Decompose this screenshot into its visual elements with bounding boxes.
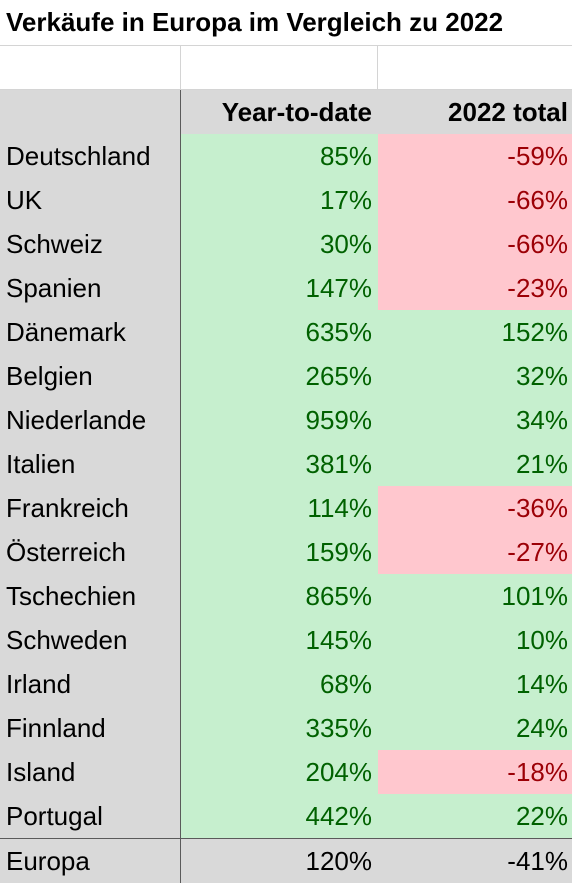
total-cell[interactable]: -66% (378, 178, 572, 222)
country-cell[interactable]: Schweden (0, 618, 181, 662)
sheet-title: Verkäufe in Europa im Vergleich zu 2022 (6, 7, 504, 37)
total-cell[interactable]: -18% (378, 750, 572, 794)
table-footer-row: Europa 120% -41% (0, 838, 572, 883)
table-row: Schweiz 30% -66% (0, 222, 572, 266)
total-cell[interactable]: 32% (378, 354, 572, 398)
ytd-cell[interactable]: 85% (181, 134, 378, 178)
table-row: Frankreich 114% -36% (0, 486, 572, 530)
country-cell[interactable]: Portugal (0, 794, 181, 838)
table-row: Österreich 159% -27% (0, 530, 572, 574)
ytd-cell[interactable]: 30% (181, 222, 378, 266)
total-cell[interactable]: 10% (378, 618, 572, 662)
footer-total[interactable]: -41% (378, 839, 572, 883)
country-cell[interactable]: Österreich (0, 530, 181, 574)
ytd-cell[interactable]: 145% (181, 618, 378, 662)
table-header-row: Year-to-date 2022 total (0, 90, 572, 134)
header-total[interactable]: 2022 total (378, 90, 572, 134)
footer-country[interactable]: Europa (0, 839, 181, 883)
country-cell[interactable]: Dänemark (0, 310, 181, 354)
header-country[interactable] (0, 90, 181, 134)
empty-cell[interactable] (181, 46, 378, 89)
table-row: Spanien 147% -23% (0, 266, 572, 310)
total-cell[interactable]: 22% (378, 794, 572, 838)
table-row: UK 17% -66% (0, 178, 572, 222)
table-row: Tschechien 865% 101% (0, 574, 572, 618)
table-row: Deutschland 85% -59% (0, 134, 572, 178)
country-cell[interactable]: Deutschland (0, 134, 181, 178)
total-cell[interactable]: 152% (378, 310, 572, 354)
total-cell[interactable]: -23% (378, 266, 572, 310)
table-row: Island 204% -18% (0, 750, 572, 794)
table-row: Finnland 335% 24% (0, 706, 572, 750)
ytd-cell[interactable]: 865% (181, 574, 378, 618)
table-row: Italien 381% 21% (0, 442, 572, 486)
total-cell[interactable]: 34% (378, 398, 572, 442)
table-body: Deutschland 85% -59% UK 17% -66% Schweiz 30% -66… (0, 134, 572, 838)
country-cell[interactable]: Niederlande (0, 398, 181, 442)
country-cell[interactable]: Finnland (0, 706, 181, 750)
total-cell[interactable]: 24% (378, 706, 572, 750)
total-cell[interactable]: -27% (378, 530, 572, 574)
ytd-cell[interactable]: 68% (181, 662, 378, 706)
country-cell[interactable]: Island (0, 750, 181, 794)
sheet-title-cell[interactable]: Verkäufe in Europa im Vergleich zu 2022 (0, 0, 572, 46)
empty-cell[interactable] (378, 46, 572, 89)
table-row: Schweden 145% 10% (0, 618, 572, 662)
country-cell[interactable]: Frankreich (0, 486, 181, 530)
country-cell[interactable]: Tschechien (0, 574, 181, 618)
ytd-cell[interactable]: 204% (181, 750, 378, 794)
ytd-cell[interactable]: 335% (181, 706, 378, 750)
ytd-cell[interactable]: 959% (181, 398, 378, 442)
ytd-cell[interactable]: 635% (181, 310, 378, 354)
table-row: Belgien 265% 32% (0, 354, 572, 398)
table-row: Irland 68% 14% (0, 662, 572, 706)
ytd-cell[interactable]: 147% (181, 266, 378, 310)
total-cell[interactable]: 21% (378, 442, 572, 486)
total-cell[interactable]: -36% (378, 486, 572, 530)
ytd-cell[interactable]: 265% (181, 354, 378, 398)
country-cell[interactable]: Spanien (0, 266, 181, 310)
table-row: Portugal 442% 22% (0, 794, 572, 838)
ytd-cell[interactable]: 442% (181, 794, 378, 838)
country-cell[interactable]: Irland (0, 662, 181, 706)
country-cell[interactable]: Italien (0, 442, 181, 486)
total-cell[interactable]: 101% (378, 574, 572, 618)
header-ytd[interactable]: Year-to-date (181, 90, 378, 134)
table-row: Niederlande 959% 34% (0, 398, 572, 442)
total-cell[interactable]: -59% (378, 134, 572, 178)
table-row: Dänemark 635% 152% (0, 310, 572, 354)
total-cell[interactable]: 14% (378, 662, 572, 706)
ytd-cell[interactable]: 159% (181, 530, 378, 574)
footer-ytd[interactable]: 120% (181, 839, 378, 883)
country-cell[interactable]: Belgien (0, 354, 181, 398)
total-cell[interactable]: -66% (378, 222, 572, 266)
country-cell[interactable]: UK (0, 178, 181, 222)
ytd-cell[interactable]: 17% (181, 178, 378, 222)
sales-table: Year-to-date 2022 total Deutschland 85% -5… (0, 90, 572, 883)
ytd-cell[interactable]: 381% (181, 442, 378, 486)
empty-cell[interactable] (0, 46, 181, 89)
ytd-cell[interactable]: 114% (181, 486, 378, 530)
country-cell[interactable]: Schweiz (0, 222, 181, 266)
empty-row (0, 46, 572, 90)
